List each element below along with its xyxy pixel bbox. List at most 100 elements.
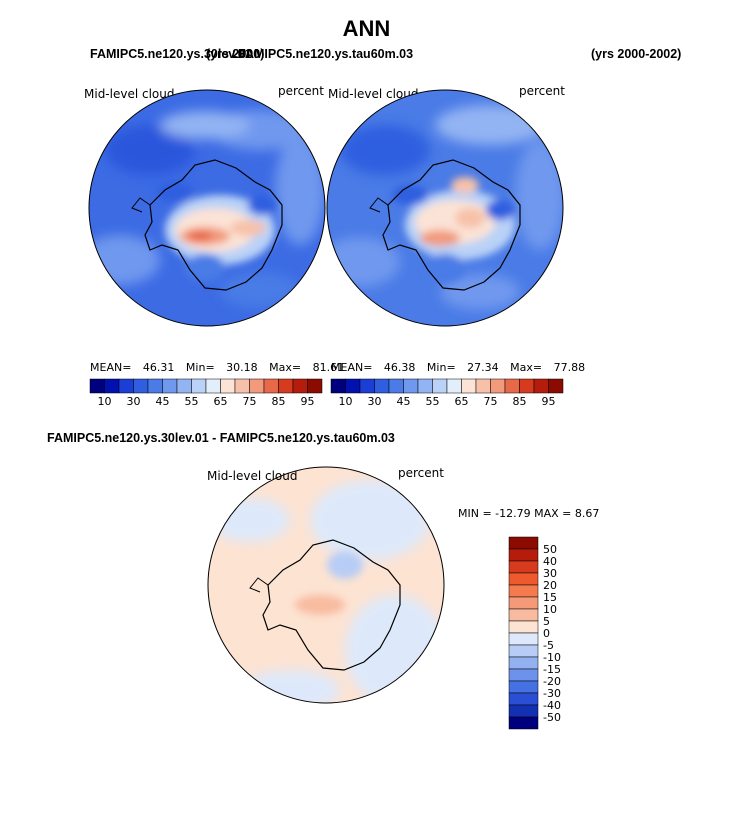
panel2-cloud-field xyxy=(327,90,563,326)
colorbar-swatch xyxy=(508,548,539,562)
colorbar-swatch xyxy=(220,378,236,394)
colorbar-swatch xyxy=(432,378,448,394)
colorbar-swatch xyxy=(403,378,419,394)
panel1-mean-label: MEAN= xyxy=(90,361,132,374)
colorbar-tick-label: -50 xyxy=(543,711,561,724)
colorbar-swatch xyxy=(147,378,163,394)
panel2-min-value: 27.34 xyxy=(467,361,499,374)
colorbar-swatch xyxy=(330,378,346,394)
panel1-cloud-field xyxy=(89,90,325,326)
colorbar-tick-label: 15 xyxy=(543,591,557,604)
colorbar-swatch xyxy=(508,692,539,706)
colorbar-tick-label: 40 xyxy=(543,555,557,568)
colorbar-tick-label: -20 xyxy=(543,675,561,688)
colorbar-tick-label: 85 xyxy=(272,395,286,408)
colorbar-swatch xyxy=(508,584,539,598)
colorbar-tick-label: 10 xyxy=(339,395,353,408)
colorbar-tick-label: 50 xyxy=(543,543,557,556)
panel1-map-border xyxy=(88,89,326,327)
panel1-units-label: percent xyxy=(278,84,324,98)
colorbar-tick-label: 95 xyxy=(301,395,315,408)
panel2-mean-value: 46.38 xyxy=(383,361,416,374)
panel2-field-label: Mid-level cloud xyxy=(328,87,419,101)
panel1-max-value: 81.61 xyxy=(312,361,345,374)
colorbar-swatch xyxy=(191,378,207,394)
colorbar-swatch xyxy=(118,378,134,394)
diff-units-label: percent xyxy=(398,466,444,480)
panel2-case-name: FAMIPC5.ne120.ys.tau60m.03 xyxy=(238,47,414,61)
diff-map-border xyxy=(207,466,445,704)
colorbar-swatch xyxy=(162,378,178,394)
colorbar-swatch xyxy=(508,560,539,574)
colorbar-tick-label: 10 xyxy=(98,395,112,408)
colorbar-tick-label: 55 xyxy=(426,395,440,408)
panel2-mean-label: MEAN= xyxy=(331,361,373,374)
colorbar-swatch xyxy=(508,596,539,610)
colorbar-swatch xyxy=(249,378,265,394)
antarctica-coastline xyxy=(262,539,401,671)
panel1-min-label: Min= xyxy=(185,361,215,374)
colorbar-tick-label: 0 xyxy=(543,627,550,640)
colorbar-swatch xyxy=(345,378,361,394)
colorbar-swatch xyxy=(490,378,506,394)
colorbar-swatch xyxy=(508,632,539,646)
colorbar-swatch xyxy=(234,378,250,394)
colorbar-swatch xyxy=(374,378,390,394)
colorbar-tick-label: 45 xyxy=(397,395,411,408)
colorbar-swatch xyxy=(263,378,279,394)
colorbar-tick-label: 85 xyxy=(513,395,527,408)
panel1-years: (yrs 2000) xyxy=(206,47,265,61)
colorbar-tick-label: 30 xyxy=(368,395,382,408)
panel1-stats: MEAN= 46.31 Min= 30.18 Max= 81.61 xyxy=(90,361,344,374)
colorbar-tick-label: 5 xyxy=(543,615,550,628)
panel1-case-name: FAMIPC5.ne120.ys.30lev.01 xyxy=(90,47,252,61)
colorbar-swatch xyxy=(205,378,221,394)
colorbar-swatch xyxy=(548,378,564,394)
colorbar-swatch xyxy=(133,378,149,394)
colorbar-swatch xyxy=(446,378,462,394)
panel1-mean-value: 46.31 xyxy=(142,361,175,374)
colorbar-tick-label: -40 xyxy=(543,699,561,712)
colorbar-tick-label: 55 xyxy=(185,395,199,408)
colorbar-tick-label: 95 xyxy=(542,395,556,408)
colorbar-swatch xyxy=(519,378,535,394)
panel1-field-label: Mid-level cloud xyxy=(84,87,175,101)
panel2-colorbar: 10 30 45 55 65 75 85 95 xyxy=(330,378,564,408)
colorbar-swatch xyxy=(508,668,539,682)
colorbar-swatch xyxy=(508,704,539,718)
colorbar-tick-label: -30 xyxy=(543,687,561,700)
colorbar-tick-label: -5 xyxy=(543,639,554,652)
colorbar-swatch xyxy=(292,378,308,394)
panel2-stats: MEAN= 46.38 Min= 27.34 Max= 77.88 xyxy=(331,361,585,374)
diff-minmax: MIN = -12.79 MAX = 8.67 xyxy=(458,507,600,520)
panel2-map-border xyxy=(326,89,564,327)
colorbar-swatch xyxy=(508,656,539,670)
colorbar-swatch xyxy=(89,378,105,394)
colorbar-swatch xyxy=(508,620,539,634)
diff-case-name: FAMIPC5.ne120.ys.30lev.01 - FAMIPC5.ne12… xyxy=(47,431,395,445)
colorbar-tick-label: 10 xyxy=(543,603,557,616)
colorbar-swatch xyxy=(508,536,539,550)
colorbar-tick-label: 30 xyxy=(543,567,557,580)
colorbar-swatch xyxy=(508,644,539,658)
colorbar-swatch xyxy=(278,378,294,394)
colorbar-tick-label: -15 xyxy=(543,663,561,676)
colorbar-tick-label: -10 xyxy=(543,651,561,664)
colorbar-tick-label: 75 xyxy=(243,395,257,408)
panel1-max-label: Max= xyxy=(269,361,302,374)
colorbar-swatch xyxy=(508,572,539,586)
colorbar-swatch xyxy=(533,378,549,394)
colorbar-swatch xyxy=(508,680,539,694)
colorbar-swatch xyxy=(461,378,477,394)
colorbar-tick-label: 65 xyxy=(455,395,469,408)
colorbar-swatch xyxy=(504,378,520,394)
panel2-years: (yrs 2000-2002) xyxy=(591,47,682,61)
colorbar-tick-label: 65 xyxy=(214,395,228,408)
colorbar-swatch xyxy=(417,378,433,394)
plot-title: ANN xyxy=(342,16,391,41)
diff-cloud-field xyxy=(208,467,444,703)
diff-field-label: Mid-level cloud xyxy=(207,469,298,483)
colorbar-swatch xyxy=(307,378,323,394)
